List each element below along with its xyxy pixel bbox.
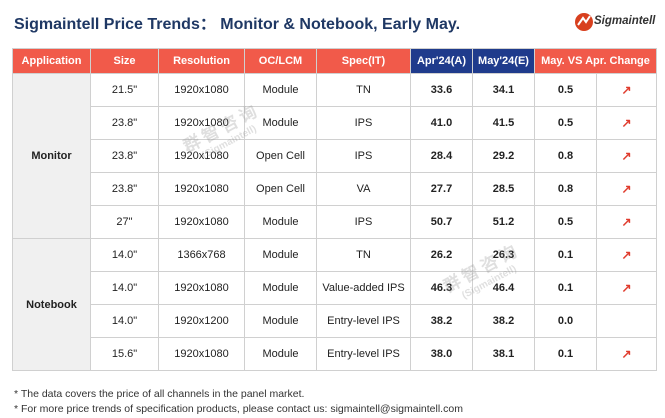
table-row: 27" 1920x1080 Module IPS 50.7 51.2 0.5 ↗ bbox=[13, 205, 657, 239]
header-may: May'24(E) bbox=[472, 48, 535, 74]
cell-size: 14.0" bbox=[90, 271, 159, 305]
cell-apr: 27.7 bbox=[410, 172, 473, 206]
logo-text: Sigmaintell bbox=[594, 15, 656, 27]
header-spec: Spec(IT) bbox=[316, 48, 411, 74]
header-size: Size bbox=[90, 48, 159, 74]
trend-up-icon: ↗ bbox=[596, 271, 657, 305]
cell-change: 0.5 bbox=[534, 73, 597, 107]
cell-size: 23.8" bbox=[90, 106, 159, 140]
cell-apr: 38.2 bbox=[410, 304, 473, 338]
cell-spec: TN bbox=[316, 73, 411, 107]
cell-oc-lcm: Module bbox=[244, 106, 317, 140]
sigmaintell-logo-icon bbox=[575, 13, 593, 31]
table-row: 23.8" 1920x1080 Open Cell IPS 28.4 29.2 … bbox=[13, 139, 657, 173]
cell-oc-lcm: Module bbox=[244, 271, 317, 305]
cell-change: 0.1 bbox=[534, 271, 597, 305]
cell-may: 34.1 bbox=[472, 73, 535, 107]
cell-may: 51.2 bbox=[472, 205, 535, 239]
cell-oc-lcm: Module bbox=[244, 337, 317, 371]
group-notebook: Notebook bbox=[12, 238, 91, 371]
trend-up-icon: ↗ bbox=[596, 106, 657, 140]
cell-spec: Entry-level IPS bbox=[316, 337, 411, 371]
cell-change: 0.8 bbox=[534, 139, 597, 173]
footnote-coverage: * The data covers the price of all chann… bbox=[14, 388, 305, 400]
header-resolution: Resolution bbox=[158, 48, 245, 74]
cell-resolution: 1920x1080 bbox=[158, 106, 245, 140]
cell-size: 23.8" bbox=[90, 139, 159, 173]
cell-apr: 38.0 bbox=[410, 337, 473, 371]
price-table: Application Size Resolution OC/LCM Spec(… bbox=[12, 48, 657, 371]
cell-may: 26.3 bbox=[472, 238, 535, 272]
cell-may: 46.4 bbox=[472, 271, 535, 305]
header-change: May. VS Apr. Change bbox=[534, 48, 657, 74]
cell-change: 0.5 bbox=[534, 205, 597, 239]
cell-spec: VA bbox=[316, 172, 411, 206]
cell-apr: 33.6 bbox=[410, 73, 473, 107]
cell-change: 0.5 bbox=[534, 106, 597, 140]
cell-may: 29.2 bbox=[472, 139, 535, 173]
cell-may: 38.2 bbox=[472, 304, 535, 338]
cell-resolution: 1920x1080 bbox=[158, 172, 245, 206]
table-row: 23.8" 1920x1080 Open Cell VA 27.7 28.5 0… bbox=[13, 172, 657, 206]
cell-oc-lcm: Module bbox=[244, 304, 317, 338]
trend-up-icon: ↗ bbox=[596, 172, 657, 206]
table-header-row: Application Size Resolution OC/LCM Spec(… bbox=[12, 48, 657, 74]
group-monitor: Monitor bbox=[12, 73, 91, 239]
cell-spec: IPS bbox=[316, 139, 411, 173]
footnote-contact: * For more price trends of specification… bbox=[14, 403, 463, 415]
cell-oc-lcm: Module bbox=[244, 73, 317, 107]
cell-oc-lcm: Open Cell bbox=[244, 139, 317, 173]
table-row: 14.0" 1920x1200 Module Entry-level IPS 3… bbox=[13, 304, 657, 338]
cell-change: 0.8 bbox=[534, 172, 597, 206]
cell-size: 27" bbox=[90, 205, 159, 239]
table-row: 23.8" 1920x1080 Module IPS 41.0 41.5 0.5… bbox=[13, 106, 657, 140]
header-application: Application bbox=[12, 48, 91, 74]
cell-resolution: 1366x768 bbox=[158, 238, 245, 272]
trend-up-icon: ↗ bbox=[596, 205, 657, 239]
cell-spec: Entry-level IPS bbox=[316, 304, 411, 338]
cell-spec: IPS bbox=[316, 205, 411, 239]
cell-apr: 50.7 bbox=[410, 205, 473, 239]
cell-oc-lcm: Open Cell bbox=[244, 172, 317, 206]
cell-resolution: 1920x1080 bbox=[158, 205, 245, 239]
trend-up-icon: ↗ bbox=[596, 337, 657, 371]
cell-resolution: 1920x1080 bbox=[158, 139, 245, 173]
cell-size: 23.8" bbox=[90, 172, 159, 206]
cell-change: 0.1 bbox=[534, 337, 597, 371]
trend-up-icon: ↗ bbox=[596, 139, 657, 173]
cell-resolution: 1920x1080 bbox=[158, 73, 245, 107]
cell-size: 14.0" bbox=[90, 238, 159, 272]
header-oc-lcm: OC/LCM bbox=[244, 48, 317, 74]
cell-apr: 26.2 bbox=[410, 238, 473, 272]
cell-spec: IPS bbox=[316, 106, 411, 140]
cell-change: 0.0 bbox=[534, 304, 597, 338]
cell-resolution: 1920x1200 bbox=[158, 304, 245, 338]
cell-apr: 46.3 bbox=[410, 271, 473, 305]
cell-may: 28.5 bbox=[472, 172, 535, 206]
header-apr: Apr'24(A) bbox=[410, 48, 473, 74]
cell-may: 41.5 bbox=[472, 106, 535, 140]
cell-resolution: 1920x1080 bbox=[158, 271, 245, 305]
trend-flat-cell bbox=[596, 304, 657, 338]
table-row: 14.0" 1920x1080 Module Value-added IPS 4… bbox=[13, 271, 657, 305]
cell-size: 15.6" bbox=[90, 337, 159, 371]
trend-up-icon: ↗ bbox=[596, 238, 657, 272]
cell-oc-lcm: Module bbox=[244, 205, 317, 239]
cell-change: 0.1 bbox=[534, 238, 597, 272]
page-title: Sigmaintell Price Trends： Monitor & Note… bbox=[14, 16, 461, 33]
cell-spec: TN bbox=[316, 238, 411, 272]
cell-apr: 28.4 bbox=[410, 139, 473, 173]
trend-up-icon: ↗ bbox=[596, 73, 657, 107]
sigmaintell-logo: Sigmaintell bbox=[574, 10, 658, 34]
cell-size: 21.5" bbox=[90, 73, 159, 107]
cell-size: 14.0" bbox=[90, 304, 159, 338]
table-row: Notebook 14.0" 1366x768 Module TN 26.2 2… bbox=[12, 238, 657, 371]
cell-resolution: 1920x1080 bbox=[158, 337, 245, 371]
cell-oc-lcm: Module bbox=[244, 238, 317, 272]
cell-spec: Value-added IPS bbox=[316, 271, 411, 305]
table-row: 15.6" 1920x1080 Module Entry-level IPS 3… bbox=[13, 337, 657, 371]
table-row: Monitor 21.5" 1920x1080 Module TN 33.6 3… bbox=[12, 73, 657, 239]
cell-apr: 41.0 bbox=[410, 106, 473, 140]
cell-may: 38.1 bbox=[472, 337, 535, 371]
